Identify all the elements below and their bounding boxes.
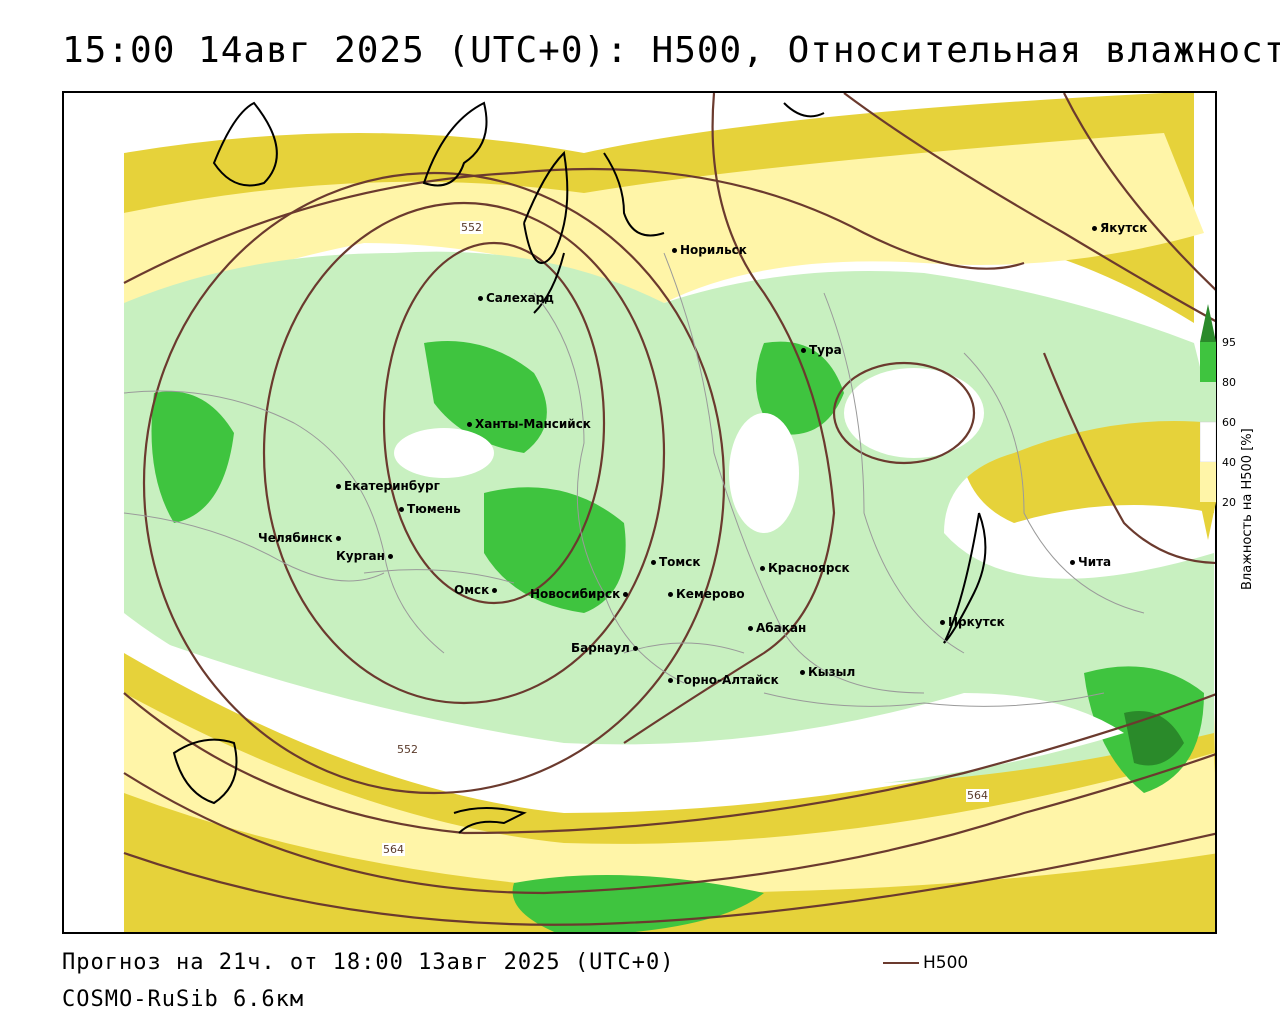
h500-line-legend: H500	[883, 953, 968, 973]
city-marker: Томск	[651, 555, 701, 569]
map-title: 15:00 14авг 2025 (UTC+0): H500, Относите…	[62, 30, 1280, 71]
city-marker: Горно-Алтайск	[668, 673, 779, 687]
city-marker: Новосибирск	[530, 587, 631, 601]
legend-tick: 40	[1222, 456, 1236, 469]
city-marker: Салехард	[478, 291, 554, 305]
city-marker: Ханты-Мансийск	[467, 417, 591, 431]
city-marker: Чита	[1070, 555, 1111, 569]
city-marker: Абакан	[748, 621, 806, 635]
forecast-info: Прогноз на 21ч. от 18:00 13авг 2025 (UTC…	[62, 950, 675, 975]
city-marker: Курган	[336, 549, 396, 563]
contour-label: 564	[966, 789, 989, 802]
city-marker: Екатеринбург	[336, 479, 440, 493]
legend-tick: 80	[1222, 376, 1236, 389]
legend-tick: 20	[1222, 496, 1236, 509]
contour-line-swatch	[883, 962, 919, 964]
city-marker: Кызыл	[800, 665, 855, 679]
city-marker: Тюмень	[399, 502, 461, 516]
humidity-legend-bar	[1200, 304, 1216, 540]
contour-label: 552	[396, 743, 419, 756]
legend-tick: 95	[1222, 336, 1236, 349]
city-marker: Норильск	[672, 243, 747, 257]
map-canvas	[123, 93, 1215, 932]
city-marker: Тура	[801, 343, 842, 357]
weather-map: 552 552 564 564 Якутск Норильск Салехард…	[62, 91, 1217, 934]
legend-title: Влажность на H500 [%]	[1240, 428, 1255, 590]
city-marker: Омск	[454, 583, 500, 597]
city-marker: Барнаул	[571, 641, 641, 655]
model-name: COSMO-RuSib 6.6км	[62, 987, 305, 1012]
city-marker: Иркутск	[940, 615, 1005, 629]
city-marker: Челябинск	[258, 531, 344, 545]
h500-legend-label: H500	[923, 953, 969, 973]
contour-label: 552	[460, 221, 483, 234]
city-marker: Кемерово	[668, 587, 745, 601]
contour-label: 564	[382, 843, 405, 856]
city-marker: Якутск	[1092, 221, 1147, 235]
legend-tick: 60	[1222, 416, 1236, 429]
city-marker: Красноярск	[760, 561, 850, 575]
